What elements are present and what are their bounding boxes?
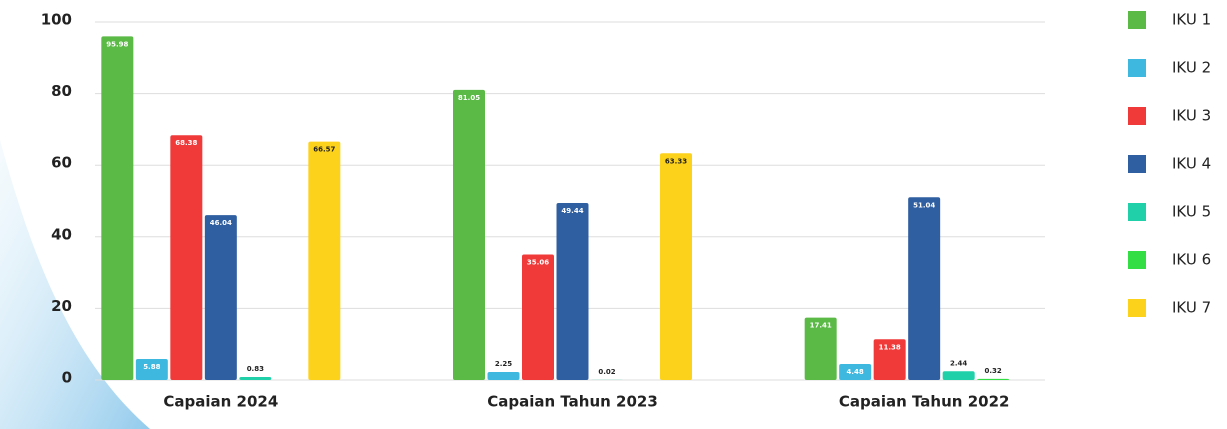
bar bbox=[908, 197, 941, 380]
y-tick-label: 0 bbox=[62, 369, 72, 387]
value-label: 2.25 bbox=[495, 360, 512, 368]
value-label: 0.02 bbox=[598, 368, 615, 376]
x-tick-label: Capaian Tahun 2023 bbox=[487, 393, 658, 411]
bar bbox=[101, 36, 134, 380]
bar bbox=[204, 215, 237, 380]
y-tick-label: 80 bbox=[51, 82, 72, 100]
value-label: 66.57 bbox=[313, 146, 335, 154]
value-label: 2.44 bbox=[950, 359, 967, 367]
legend-swatch bbox=[1128, 59, 1146, 77]
x-tick-label: Capaian Tahun 2022 bbox=[839, 393, 1010, 411]
decoration bbox=[0, 140, 150, 429]
value-label: 0.83 bbox=[247, 365, 264, 373]
legend-swatch bbox=[1128, 299, 1146, 317]
legend-label: IKU 4 bbox=[1172, 155, 1211, 173]
bar bbox=[942, 371, 975, 380]
value-label: 0.32 bbox=[985, 367, 1002, 375]
bar bbox=[239, 377, 272, 380]
legend-swatch bbox=[1128, 11, 1146, 29]
bar bbox=[135, 358, 168, 380]
value-label: 49.44 bbox=[561, 207, 583, 215]
value-label: 63.33 bbox=[665, 157, 687, 165]
bar bbox=[977, 378, 1010, 380]
legend-label: IKU 1 bbox=[1172, 11, 1211, 29]
legend-swatch bbox=[1128, 107, 1146, 125]
bar bbox=[660, 153, 692, 380]
bar bbox=[487, 371, 520, 380]
y-tick-label: 60 bbox=[51, 154, 72, 172]
value-label: 81.05 bbox=[458, 94, 480, 102]
legend-swatch bbox=[1128, 203, 1146, 221]
value-label: 35.06 bbox=[527, 258, 549, 266]
value-label: 17.41 bbox=[810, 322, 832, 330]
legend-label: IKU 5 bbox=[1172, 203, 1211, 221]
bar bbox=[522, 254, 554, 380]
value-label: 51.04 bbox=[913, 201, 935, 209]
bar bbox=[556, 203, 589, 380]
value-label: 4.48 bbox=[847, 368, 864, 376]
bar bbox=[873, 339, 906, 380]
legend-label: IKU 3 bbox=[1172, 107, 1211, 125]
legend-label: IKU 2 bbox=[1172, 59, 1211, 77]
bar bbox=[308, 141, 341, 380]
legend-label: IKU 7 bbox=[1172, 299, 1211, 317]
legend-label: IKU 6 bbox=[1172, 251, 1211, 269]
legend-swatch bbox=[1128, 251, 1146, 269]
bar bbox=[804, 317, 837, 380]
y-tick-label: 40 bbox=[51, 225, 72, 243]
value-label: 5.88 bbox=[143, 363, 160, 371]
bar bbox=[453, 89, 485, 380]
value-label: 68.38 bbox=[175, 139, 197, 147]
value-label: 95.98 bbox=[106, 40, 128, 48]
x-tick-label: Capaian 2024 bbox=[163, 393, 278, 411]
bar bbox=[170, 135, 203, 380]
y-tick-label: 20 bbox=[51, 297, 72, 315]
legend-swatch bbox=[1128, 155, 1146, 173]
y-tick-label: 100 bbox=[41, 11, 72, 29]
bar bbox=[839, 363, 872, 380]
value-label: 46.04 bbox=[210, 219, 232, 227]
value-label: 11.38 bbox=[879, 343, 901, 351]
